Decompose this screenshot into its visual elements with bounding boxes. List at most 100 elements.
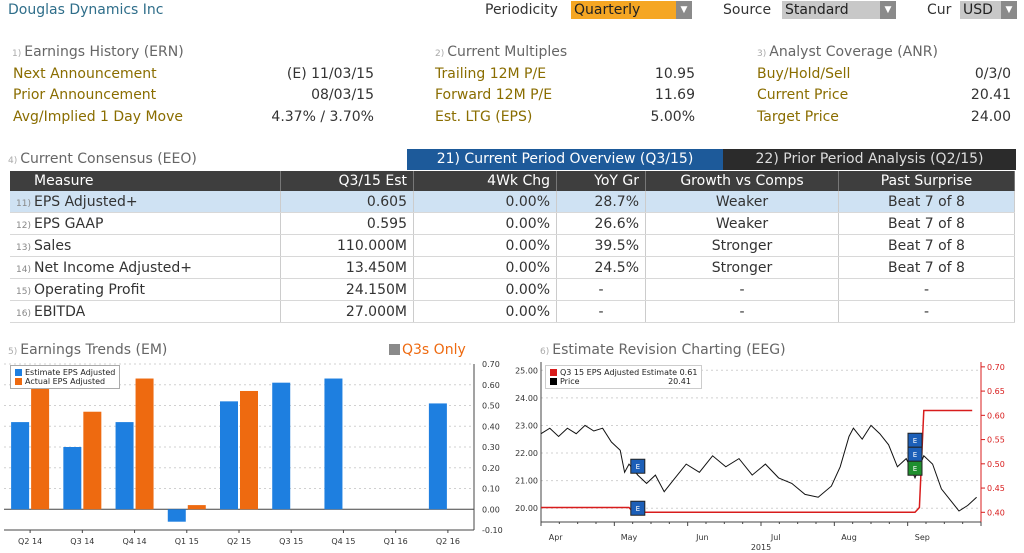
x-tick-label: Q3 14	[70, 537, 94, 546]
target-price-value: 24.00	[970, 109, 1011, 125]
x-tick-label: Jun	[695, 533, 709, 542]
column-header[interactable]: Past Surprise	[838, 171, 1015, 191]
est-cell: 0.595	[280, 212, 414, 235]
consensus-table: Measure Q3/15 Est 4Wk Chg YoY Gr Growth …	[10, 171, 1015, 323]
column-header[interactable]: Q3/15 Est	[280, 171, 414, 191]
earnings-trends-chart: -0.10 0.00 0.10 0.20 0.30 0.40 0.50 0.60 0.70 Q2 …	[4, 360, 503, 546]
section-number: 4)	[8, 156, 18, 166]
chg-cell: 0.00%	[413, 256, 557, 279]
tab-prior-period[interactable]: 22) Prior Period Analysis (Q2/15)	[723, 149, 1016, 170]
current-price-value: 20.41	[970, 87, 1011, 103]
x-tick-label: Sep	[915, 533, 930, 542]
event-marker-label: E	[636, 463, 640, 471]
event-marker-box	[907, 460, 923, 476]
section-title: Earnings Trends (EM)	[20, 342, 168, 358]
comps-cell: Weaker	[645, 191, 839, 213]
left-y-tick-label: 22.00	[515, 449, 538, 458]
row-number: 14)	[16, 264, 31, 275]
measure-name: EPS GAAP	[33, 215, 104, 232]
event-marker-box	[630, 458, 646, 474]
q3-only-toggle[interactable]: Q3s Only	[389, 342, 466, 358]
source-dropdown[interactable]: Standard ▼	[782, 1, 896, 19]
est-ltg-label: Est. LTG (EPS)	[435, 109, 533, 125]
est-cell: 24.150M	[280, 278, 414, 301]
yoy-cell: -	[556, 300, 646, 323]
yoy-cell: -	[556, 278, 646, 301]
legend-swatch	[15, 369, 22, 376]
table-row[interactable]: 13) Sales 110.000M 0.00% 39.5% Stronger B…	[10, 234, 1015, 257]
earnings-history-title[interactable]: 1) Earnings History (ERN)	[12, 44, 184, 60]
event-marker-label: E	[913, 437, 917, 445]
row-number: 15)	[16, 286, 31, 297]
event-marker-box	[630, 500, 646, 516]
surprise-cell: -	[838, 300, 1015, 323]
event-marker-icon: E	[630, 500, 646, 516]
measure-name: EPS Adjusted+	[33, 193, 138, 210]
revision-legend: Q3 15 EPS Adjusted Estimate 0.61 Price 2…	[545, 365, 703, 389]
periodicity-dropdown[interactable]: Quarterly ▼	[571, 1, 692, 19]
section-title: Analyst Coverage (ANR)	[769, 44, 938, 60]
section-title: Current Multiples	[447, 44, 568, 60]
event-marker-label: E	[913, 465, 917, 473]
x-tick-label: Q1 16	[384, 537, 408, 546]
legend-value: 20.41	[668, 377, 691, 386]
legend-label: Price	[560, 377, 580, 386]
est-cell: 0.605	[280, 191, 414, 213]
legend-item: Q3 15 EPS Adjusted Estimate 0.61	[550, 368, 697, 377]
section-number: 6)	[540, 347, 550, 357]
comps-cell: Weaker	[645, 212, 839, 235]
legend-label: Q3 15 EPS Adjusted Estimate	[560, 368, 678, 377]
revision-title[interactable]: 6) Estimate Revision Charting (EEG)	[540, 342, 786, 358]
tab-current-period[interactable]: 21) Current Period Overview (Q3/15)	[407, 149, 723, 170]
table-row[interactable]: 16) EBITDA 27.000M 0.00% - - -	[10, 300, 1015, 323]
legend-label: Estimate EPS Adjusted	[25, 368, 116, 377]
section-title: Estimate Revision Charting (EEG)	[552, 342, 786, 358]
forward-pe-value: 11.69	[654, 87, 695, 103]
est-cell: 27.000M	[280, 300, 414, 323]
event-marker-icon: E	[907, 460, 923, 476]
legend-label: Actual EPS Adjusted	[25, 377, 106, 386]
consensus-title[interactable]: 4) Current Consensus (EEO)	[8, 151, 197, 167]
estimate-line	[541, 409, 973, 514]
x-tick-label: Q1 15	[175, 537, 199, 546]
est-cell: 13.450M	[280, 256, 414, 279]
est-ltg-value: 5.00%	[650, 109, 695, 125]
day-move-label: Avg/Implied 1 Day Move	[13, 109, 184, 125]
comps-cell: Stronger	[645, 234, 839, 257]
chevron-down-icon: ▼	[1001, 1, 1017, 19]
y-tick-label: -0.10	[482, 526, 503, 535]
column-header[interactable]: Growth vs Comps	[645, 171, 839, 191]
event-marker-icon: E	[630, 458, 646, 474]
table-row[interactable]: 14) Net Income Adjusted+ 13.450M 0.00% 24…	[10, 256, 1015, 279]
buy-hold-sell-label: Buy/Hold/Sell	[757, 66, 851, 82]
earnings-trends-title[interactable]: 5) Earnings Trends (EM)	[8, 342, 167, 358]
measure-cell: 16) EBITDA	[10, 300, 281, 323]
right-y-tick-label: 0.55	[987, 436, 1005, 445]
right-y-tick-label: 0.50	[987, 460, 1005, 469]
table-row[interactable]: 11) EPS Adjusted+ 0.605 0.00% 28.7% Weake…	[10, 191, 1015, 213]
x-tick-label: Q4 14	[123, 537, 147, 546]
x-tick-label: Jul	[770, 533, 781, 542]
currency-dropdown[interactable]: USD ▼	[960, 1, 1017, 19]
y-tick-label: 0.70	[482, 360, 500, 369]
column-header[interactable]: Measure	[10, 171, 281, 191]
measure-name: EBITDA	[33, 303, 86, 320]
measure-name: Sales	[33, 237, 72, 254]
estimate-bar	[220, 401, 238, 510]
x-tick-label: Q2 16	[436, 537, 460, 546]
table-row[interactable]: 12) EPS GAAP 0.595 0.00% 26.6% Weaker Bea…	[10, 212, 1015, 235]
table-row[interactable]: 15) Operating Profit 24.150M 0.00% - - -	[10, 278, 1015, 301]
analyst-coverage-title[interactable]: 3) Analyst Coverage (ANR)	[757, 44, 938, 60]
event-marker-icon: E	[907, 432, 923, 448]
estimate-bar	[115, 422, 134, 510]
right-y-tick-label: 0.65	[987, 387, 1005, 396]
forward-pe-label: Forward 12M P/E	[435, 87, 553, 103]
prior-announcement-label: Prior Announcement	[13, 87, 157, 103]
x-tick-label: May	[621, 533, 638, 542]
column-header[interactable]: YoY Gr	[556, 171, 646, 191]
column-header[interactable]: 4Wk Chg	[413, 171, 557, 191]
comps-cell: -	[645, 300, 839, 323]
surprise-cell: Beat 7 of 8	[838, 234, 1015, 257]
estimate-bar	[11, 422, 30, 510]
yoy-cell: 28.7%	[556, 191, 646, 213]
